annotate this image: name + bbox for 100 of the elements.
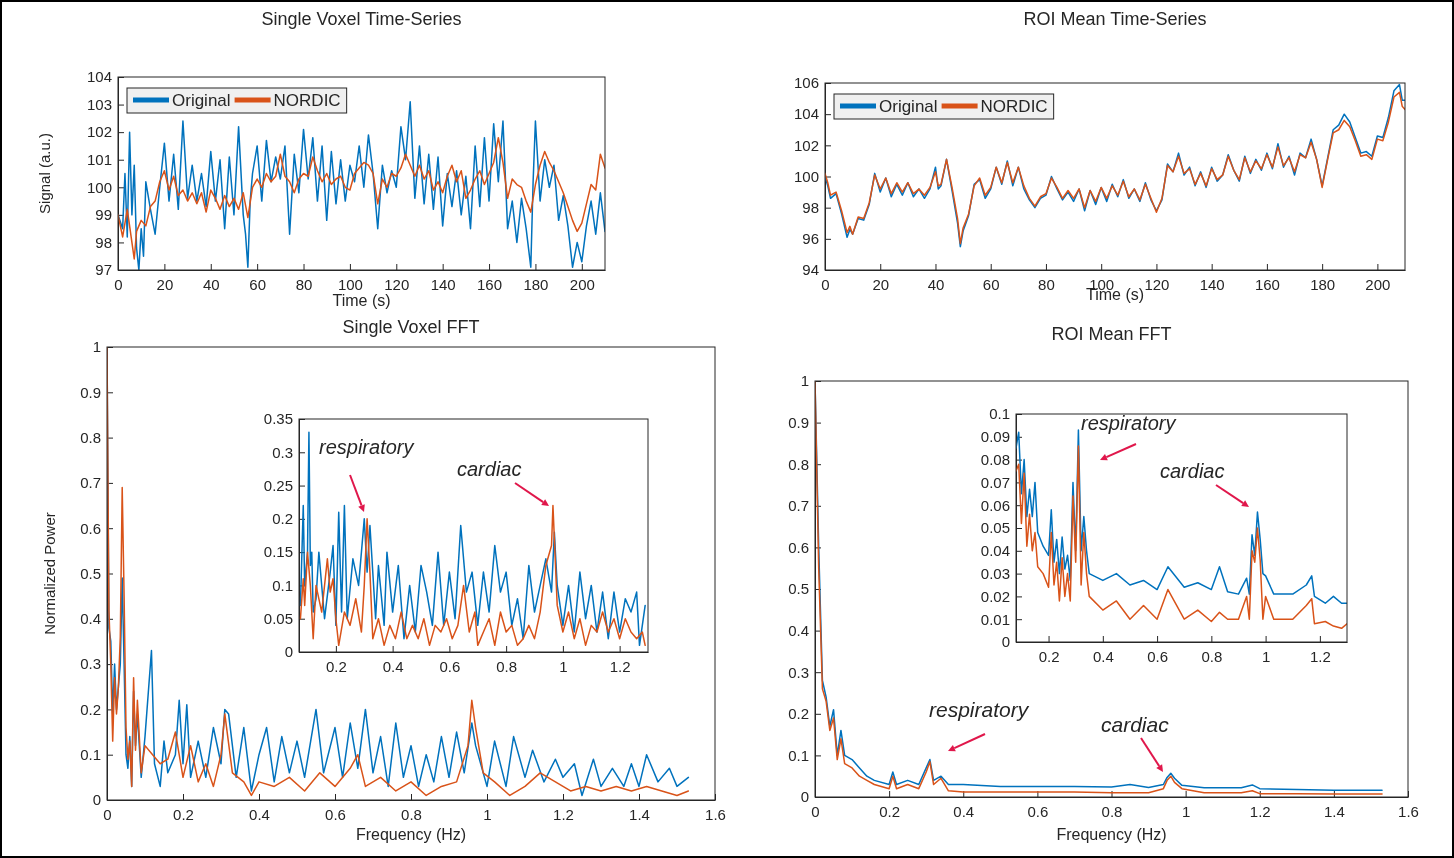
x-tick-label: 0.8: [496, 657, 518, 675]
x-tick-label: 0.2: [173, 805, 194, 823]
y-axis-title: Normalized Power: [41, 512, 58, 635]
annotation: cardiac: [1101, 713, 1170, 736]
x-tick-label: 0.4: [382, 657, 404, 675]
y-tick-label: 0.2: [80, 700, 101, 718]
x-tick-label: 40: [927, 275, 945, 293]
y-tick-label: 0.04: [980, 542, 1010, 560]
y-tick-label: 100: [793, 167, 819, 185]
annotation: cardiac: [1160, 460, 1225, 482]
y-tick-label: 0.05: [263, 610, 293, 628]
y-tick-label: 0.3: [788, 663, 809, 681]
y-tick-label: 0.9: [80, 383, 101, 401]
x-tick-label: 0.2: [1038, 647, 1060, 665]
y-tick-label: 104: [793, 105, 819, 123]
x-tick-label: 0: [114, 275, 123, 293]
y-tick-label: 0.2: [272, 510, 293, 528]
legend-label: NORDIC: [980, 97, 1048, 116]
x-tick-label: 200: [569, 275, 595, 293]
y-tick-label: 0.6: [80, 519, 101, 537]
x-tick-label: 160: [1254, 275, 1280, 293]
x-tick-label: 1: [559, 657, 568, 675]
y-tick-label: 102: [793, 136, 819, 154]
x-tick-label: 40: [202, 275, 220, 293]
x-tick-label: 1.2: [1249, 802, 1271, 820]
legend-label: NORDIC: [273, 91, 341, 110]
x-tick-label: 1.6: [1398, 802, 1419, 820]
y-tick-label: 102: [86, 123, 112, 141]
x-tick-label: 1: [483, 805, 492, 823]
y-tick-label: 0.06: [980, 496, 1010, 514]
y-tick-label: 0.01: [980, 610, 1010, 628]
x-tick-label: 180: [523, 275, 549, 293]
y-tick-label: 0.1: [80, 746, 101, 763]
line-series: [299, 504, 646, 647]
y-tick-label: 0.8: [788, 455, 809, 473]
x-tick-label: 1.4: [1323, 802, 1345, 820]
y-tick-label: 1: [800, 372, 809, 390]
x-tick-label: 0.2: [325, 657, 347, 675]
x-tick-label: 20: [872, 275, 890, 293]
x-axis-title: Frequency (Hz): [1056, 826, 1167, 843]
chart-title: Single Voxel Time-Series: [261, 9, 462, 29]
x-tick-label: 1.2: [1309, 647, 1331, 665]
y-tick-label: 0.1: [272, 576, 293, 594]
y-tick-label: 0.02: [980, 587, 1010, 605]
x-tick-label: 0.8: [1101, 802, 1123, 820]
y-tick-label: 0.3: [80, 655, 101, 673]
x-tick-label: 100: [337, 275, 363, 293]
x-tick-label: 80: [295, 275, 313, 293]
y-tick-label: 0.15: [263, 543, 293, 561]
y-tick-label: 99: [95, 206, 112, 224]
y-tick-label: 106: [793, 74, 819, 92]
y-tick-label: 0.5: [80, 564, 101, 582]
y-tick-label: 0.08: [980, 450, 1010, 468]
y-tick-label: 0.6: [788, 538, 809, 556]
x-tick-label: 0.8: [401, 805, 422, 823]
y-tick-label: 0.4: [788, 621, 809, 639]
x-tick-label: 0: [821, 275, 830, 293]
y-tick-label: 96: [802, 230, 819, 248]
line-series: [1016, 445, 1347, 630]
y-tick-label: 98: [802, 198, 819, 216]
y-tick-label: 0.1: [788, 746, 809, 764]
y-tick-label: 0: [1001, 633, 1010, 651]
y-tick-label: 0.5: [788, 580, 809, 598]
x-tick-label: 120: [384, 275, 410, 293]
y-tick-label: 0.25: [263, 476, 293, 494]
legend-label: Original: [172, 91, 231, 110]
y-tick-label: 104: [86, 68, 112, 86]
x-tick-label: 0.4: [953, 802, 975, 820]
chart-title: Single Voxel FFT: [342, 317, 480, 337]
x-tick-label: 180: [1310, 275, 1336, 293]
line-series: [299, 431, 646, 647]
chart-title: ROI Mean Time-Series: [1023, 9, 1207, 29]
y-tick-label: 0.3: [272, 443, 293, 461]
y-tick-label: 0.09: [980, 428, 1010, 446]
line-series: [118, 136, 605, 260]
y-tick-label: 0.4: [80, 610, 101, 628]
x-tick-label: 1.4: [629, 805, 650, 823]
x-tick-label: 0.4: [1092, 647, 1114, 665]
annotation: respiratory: [1081, 412, 1177, 434]
x-tick-label: 0.4: [249, 805, 270, 823]
annotation: respiratory: [319, 436, 415, 458]
x-tick-label: 1: [1261, 647, 1271, 665]
x-axis-title: Frequency (Hz): [355, 826, 467, 843]
y-tick-label: 0.8: [80, 428, 101, 446]
x-tick-label: 200: [1365, 275, 1391, 293]
y-tick-label: 1: [92, 338, 101, 356]
y-tick-label: 0.03: [980, 564, 1010, 582]
y-tick-label: 0.9: [788, 413, 809, 431]
y-tick-label: 0.1: [989, 405, 1010, 423]
x-tick-label: 1.2: [553, 805, 574, 823]
y-tick-label: 101: [86, 151, 112, 169]
y-tick-label: 0.7: [80, 474, 101, 492]
y-tick-label: 0.07: [980, 473, 1010, 491]
annotation: cardiac: [457, 458, 522, 480]
x-axis-title: Time (s): [332, 292, 391, 309]
x-tick-label: 0.2: [879, 802, 901, 820]
x-tick-label: 0.6: [439, 657, 461, 675]
y-tick-label: 0.35: [263, 410, 293, 428]
y-tick-label: 0.2: [788, 705, 809, 723]
x-tick-label: 1.2: [609, 657, 631, 675]
